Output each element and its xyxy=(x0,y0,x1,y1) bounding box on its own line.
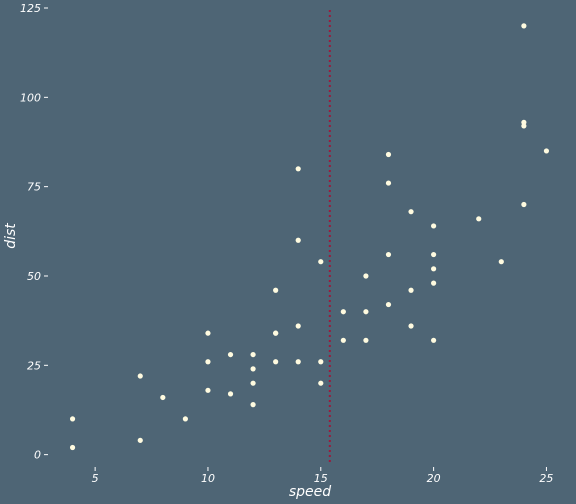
data-point xyxy=(385,251,392,258)
data-point xyxy=(408,287,414,293)
data-point xyxy=(385,151,392,158)
data-point xyxy=(227,391,234,397)
data-point xyxy=(182,416,188,422)
x-tick-label: 15 xyxy=(314,472,328,485)
x-tick-label: 10 xyxy=(201,472,215,485)
data-point xyxy=(363,273,369,279)
x-tick-label: 5 xyxy=(92,472,99,485)
data-point xyxy=(137,437,143,443)
y-tick-label: 75 xyxy=(27,181,41,194)
data-point xyxy=(295,237,301,243)
data-point xyxy=(431,266,437,272)
data-point xyxy=(295,359,301,365)
data-point xyxy=(363,337,369,343)
data-point xyxy=(273,287,279,293)
data-point xyxy=(205,330,211,336)
x-axis-title: speed xyxy=(289,484,331,500)
data-point xyxy=(318,259,324,265)
data-point xyxy=(69,416,76,422)
data-point xyxy=(250,380,256,386)
y-tick-label: 0 xyxy=(34,449,41,462)
data-point xyxy=(408,209,414,215)
x-axis: 5 10 15 20 25 xyxy=(92,467,553,485)
data-point xyxy=(476,216,482,222)
data-point xyxy=(273,330,279,336)
data-point xyxy=(385,180,392,186)
y-tick-label: 100 xyxy=(20,91,41,104)
data-point xyxy=(250,351,256,358)
data-point xyxy=(431,337,437,343)
x-tick-label: 25 xyxy=(539,472,553,485)
data-point xyxy=(318,380,324,386)
data-point xyxy=(408,323,414,329)
y-axis: 0 25 50 75 100 125 xyxy=(20,2,48,462)
data-point xyxy=(250,366,256,372)
y-tick-label: 50 xyxy=(27,270,41,283)
data-point xyxy=(543,148,550,154)
data-point xyxy=(205,387,211,393)
data-point xyxy=(69,444,76,451)
data-point xyxy=(160,394,166,401)
data-points xyxy=(69,23,550,451)
data-point xyxy=(250,402,256,408)
data-point xyxy=(521,119,527,125)
data-point xyxy=(205,359,211,365)
data-point xyxy=(431,223,437,229)
data-point xyxy=(318,359,324,365)
data-point xyxy=(431,251,437,258)
data-point xyxy=(295,323,301,329)
x-tick-label: 20 xyxy=(427,472,441,485)
data-point xyxy=(431,280,437,286)
data-point xyxy=(295,166,301,172)
data-point xyxy=(385,301,392,308)
y-tick-label: 25 xyxy=(27,359,41,372)
data-point xyxy=(498,259,504,265)
y-tick-label: 125 xyxy=(20,2,41,15)
data-point xyxy=(227,351,234,358)
data-point xyxy=(521,23,527,29)
data-point xyxy=(363,309,369,315)
data-point xyxy=(273,359,279,365)
data-point xyxy=(521,201,527,208)
data-point xyxy=(521,123,527,129)
data-point xyxy=(137,373,143,379)
data-point xyxy=(340,309,346,315)
data-point xyxy=(340,337,346,343)
y-axis-title: dist xyxy=(3,223,19,249)
